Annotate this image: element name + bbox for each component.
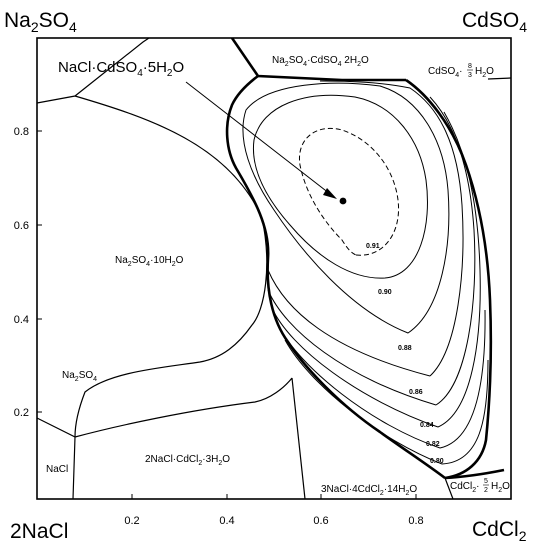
x-tick-label: 0.4 — [219, 515, 234, 527]
corner-label-cdso4: CdSO4 — [462, 9, 527, 35]
field-label-cdso4-hydrate: CdSO4· 8 3 H2O — [428, 63, 494, 79]
field-label-cdcl2-hydrate: CdCl2· 5 2 H2O — [450, 478, 510, 494]
contour-label-084: 0.84 — [420, 422, 434, 429]
heavy-curve — [405, 78, 493, 480]
iso-contours — [242, 80, 489, 465]
contour-label-088: 0.88 — [398, 345, 412, 352]
boundary-line — [487, 77, 512, 80]
boundary-line — [36, 37, 150, 104]
contour-label-082: 0.82 — [426, 441, 440, 448]
field-label-na2so4-cdso4-2h2o: Na2SO4·CdSO4 2H2O — [272, 55, 369, 68]
contour-line — [429, 96, 476, 406]
fraction-numerator: 8 — [468, 63, 472, 70]
callout-label: NaCl·CdSO4·5H2O — [58, 59, 184, 79]
y-tick-label: 0.2 — [14, 407, 29, 419]
y-tick-label: 0.6 — [14, 220, 29, 232]
field-label-water-part: H2O — [475, 66, 494, 79]
contour-line — [271, 307, 439, 428]
contour-line — [242, 82, 450, 334]
contour-line — [437, 111, 481, 428]
heavy-curve — [230, 37, 406, 82]
contour-label-091: 0.91 — [366, 243, 380, 250]
contour-line — [439, 309, 486, 449]
x-tick-label: 0.8 — [408, 515, 423, 527]
contour-label-086: 0.86 — [409, 389, 423, 396]
boundary-line — [74, 377, 293, 438]
field-label-cdso4-part: CdSO4· — [428, 66, 462, 79]
corner-label-cdcl2: CdCl2 — [472, 518, 527, 544]
corner-label-na2so4: Na2SO4 — [4, 9, 77, 35]
contour-line — [277, 324, 441, 449]
invariant-point — [339, 197, 347, 205]
contour-line — [319, 80, 464, 377]
boundary-line — [291, 377, 306, 500]
axis-ticks — [37, 130, 417, 499]
contour-line — [284, 339, 443, 465]
contour-line — [267, 269, 431, 377]
field-label-water-part: H2O — [491, 481, 510, 494]
plot-frame — [36, 37, 512, 500]
callout-arrow-line — [185, 81, 335, 198]
corner-label-2nacl: 2NaCl — [10, 520, 68, 543]
phase-boundaries — [36, 37, 512, 500]
contour-line — [441, 359, 489, 465]
contour-line — [252, 94, 428, 279]
fraction-denominator: 2 — [484, 487, 488, 494]
field-label-cdcl2-part: CdCl2· — [450, 481, 479, 494]
contour-line — [267, 289, 437, 406]
callout-arrowhead — [323, 188, 337, 199]
boundary-line — [36, 417, 76, 500]
y-tick-label: 0.8 — [14, 126, 29, 138]
field-label-na2so4: Na2SO4 — [62, 370, 97, 383]
field-label-2nacl-cdcl2-3h2o: 2NaCl·CdCl2·3H2O — [145, 454, 230, 467]
field-label-3nacl-4cdcl2-14h2o: 3NaCl·4CdCl2·14H2O — [321, 484, 417, 497]
field-label-na2so4-10h2o: Na2SO4·10H2O — [115, 255, 184, 268]
boundary-line — [444, 477, 454, 500]
boundary-line — [74, 95, 268, 438]
contour-label-080: 0.80 — [430, 458, 444, 465]
x-tick-label: 0.6 — [313, 515, 328, 527]
x-tick-label: 0.2 — [124, 515, 139, 527]
fraction-denominator: 3 — [468, 72, 472, 79]
fraction-numerator: 5 — [484, 478, 488, 485]
y-tick-label: 0.4 — [14, 314, 29, 326]
heavy-curve — [444, 468, 505, 480]
contour-label-090: 0.90 — [378, 289, 392, 296]
contour-line — [298, 128, 400, 256]
field-label-nacl: NaCl — [46, 464, 68, 475]
